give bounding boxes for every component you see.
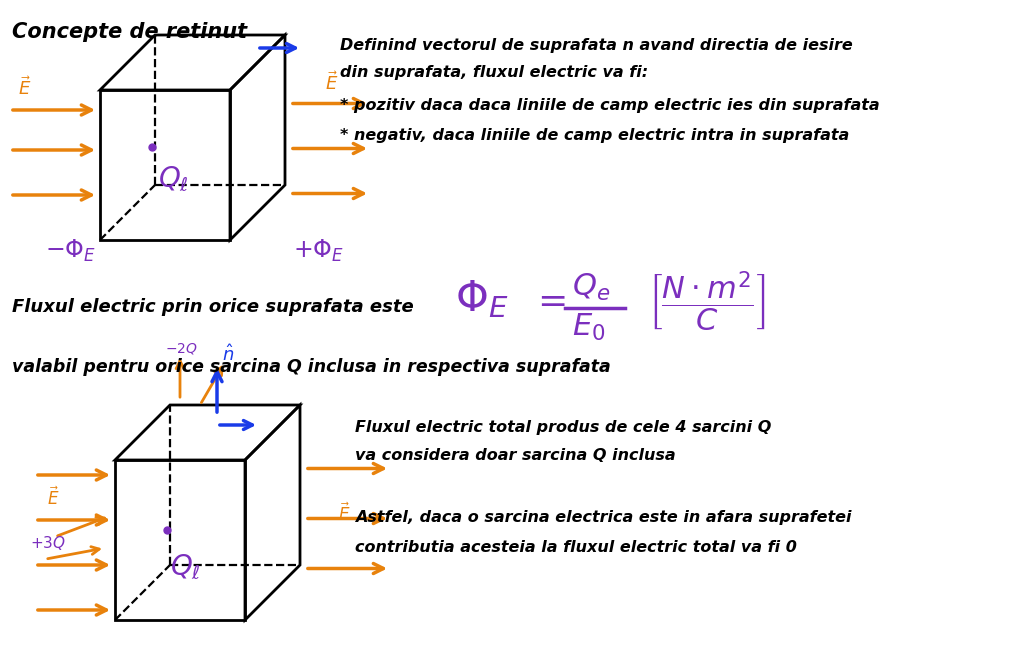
Text: $\Phi_E$: $\Phi_E$ — [454, 278, 508, 320]
Text: va considera doar sarcina Q inclusa: va considera doar sarcina Q inclusa — [355, 448, 675, 463]
Text: $-2Q$: $-2Q$ — [165, 340, 198, 355]
Text: din suprafata, fluxul electric va fi:: din suprafata, fluxul electric va fi: — [339, 65, 647, 80]
Text: $+3Q$: $+3Q$ — [30, 534, 65, 552]
Text: Fluxul electric prin orice suprafata este: Fluxul electric prin orice suprafata est… — [12, 298, 414, 316]
Text: $Q_e$: $Q_e$ — [572, 272, 609, 303]
Text: Definind vectorul de suprafata n avand directia de iesire: Definind vectorul de suprafata n avand d… — [339, 38, 852, 53]
Text: contributia acesteia la fluxul electric total va fi 0: contributia acesteia la fluxul electric … — [355, 540, 796, 555]
Text: $E_0$: $E_0$ — [572, 312, 605, 343]
Text: $Q_\ell$: $Q_\ell$ — [158, 165, 190, 195]
Text: Concepte de retinut: Concepte de retinut — [12, 22, 248, 42]
Text: * negativ, daca liniile de camp electric intra in suprafata: * negativ, daca liniile de camp electric… — [339, 128, 849, 143]
Text: Fluxul electric total produs de cele 4 sarcini Q: Fluxul electric total produs de cele 4 s… — [355, 420, 770, 435]
Text: $\left[\dfrac{N \cdot m^2}{C}\right]$: $\left[\dfrac{N \cdot m^2}{C}\right]$ — [647, 270, 765, 334]
Text: $\vec{E}$: $\vec{E}$ — [47, 486, 59, 509]
Text: $+\Phi_E$: $+\Phi_E$ — [292, 238, 343, 264]
Text: $\vec{E}$: $\vec{E}$ — [325, 71, 338, 94]
Text: $-\Phi_E$: $-\Phi_E$ — [45, 238, 96, 264]
Text: $\vec{E}$: $\vec{E}$ — [18, 76, 32, 99]
Text: $\vec{E}$: $\vec{E}$ — [337, 502, 351, 525]
Text: valabil pentru orice sarcina Q inclusa in respectiva suprafata: valabil pentru orice sarcina Q inclusa i… — [12, 358, 610, 376]
Text: Astfel, daca o sarcina electrica este in afara suprafetei: Astfel, daca o sarcina electrica este in… — [355, 510, 851, 525]
Text: $\hat{n}$: $\hat{n}$ — [222, 344, 234, 365]
Text: $=$: $=$ — [530, 283, 565, 317]
Text: $Q_\ell$: $Q_\ell$ — [169, 553, 200, 582]
Text: * pozitiv daca daca liniile de camp electric ies din suprafata: * pozitiv daca daca liniile de camp elec… — [339, 98, 878, 113]
